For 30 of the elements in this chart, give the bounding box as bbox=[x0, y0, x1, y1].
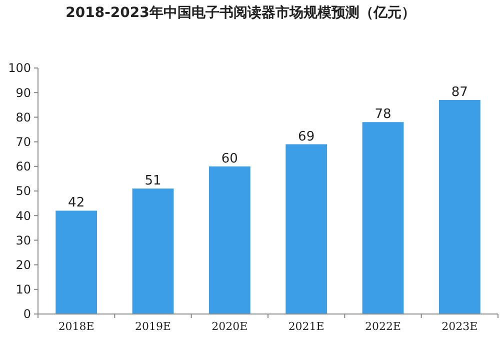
y-tick-label: 30 bbox=[16, 233, 31, 248]
bar bbox=[208, 166, 250, 314]
bar bbox=[56, 210, 98, 314]
bar bbox=[132, 188, 174, 314]
x-tick-label: 2023E bbox=[442, 320, 478, 333]
data-label: 60 bbox=[221, 151, 238, 166]
x-tick-label: 2018E bbox=[58, 320, 94, 333]
y-tick-label: 100 bbox=[8, 61, 31, 76]
y-tick-label: 90 bbox=[16, 86, 31, 100]
y-tick-label: 20 bbox=[16, 258, 31, 272]
y-tick-label: 60 bbox=[16, 160, 31, 174]
x-tick-label: 2020E bbox=[212, 320, 248, 333]
data-label: 51 bbox=[144, 174, 162, 189]
data-label: 78 bbox=[374, 107, 392, 122]
y-tick-label: 50 bbox=[16, 184, 31, 198]
x-tick-label: 2022E bbox=[364, 320, 402, 333]
data-label: 87 bbox=[451, 84, 468, 100]
bar bbox=[286, 144, 328, 314]
x-tick-label: 2019E bbox=[134, 320, 172, 333]
data-label: 69 bbox=[298, 129, 315, 144]
y-tick-label: 80 bbox=[16, 110, 31, 124]
data-label: 42 bbox=[68, 196, 85, 211]
y-tick-label: 40 bbox=[16, 208, 31, 223]
bar bbox=[362, 122, 404, 314]
y-tick-label: 0 bbox=[23, 307, 31, 322]
y-tick-label: 70 bbox=[16, 135, 31, 149]
chart-title: 2018-2023年中国电子书阅读器市场规模预测（亿元） bbox=[66, 4, 416, 21]
x-tick-label: 2021E bbox=[288, 320, 324, 333]
y-tick-label: 10 bbox=[16, 282, 31, 297]
bar bbox=[438, 100, 480, 314]
